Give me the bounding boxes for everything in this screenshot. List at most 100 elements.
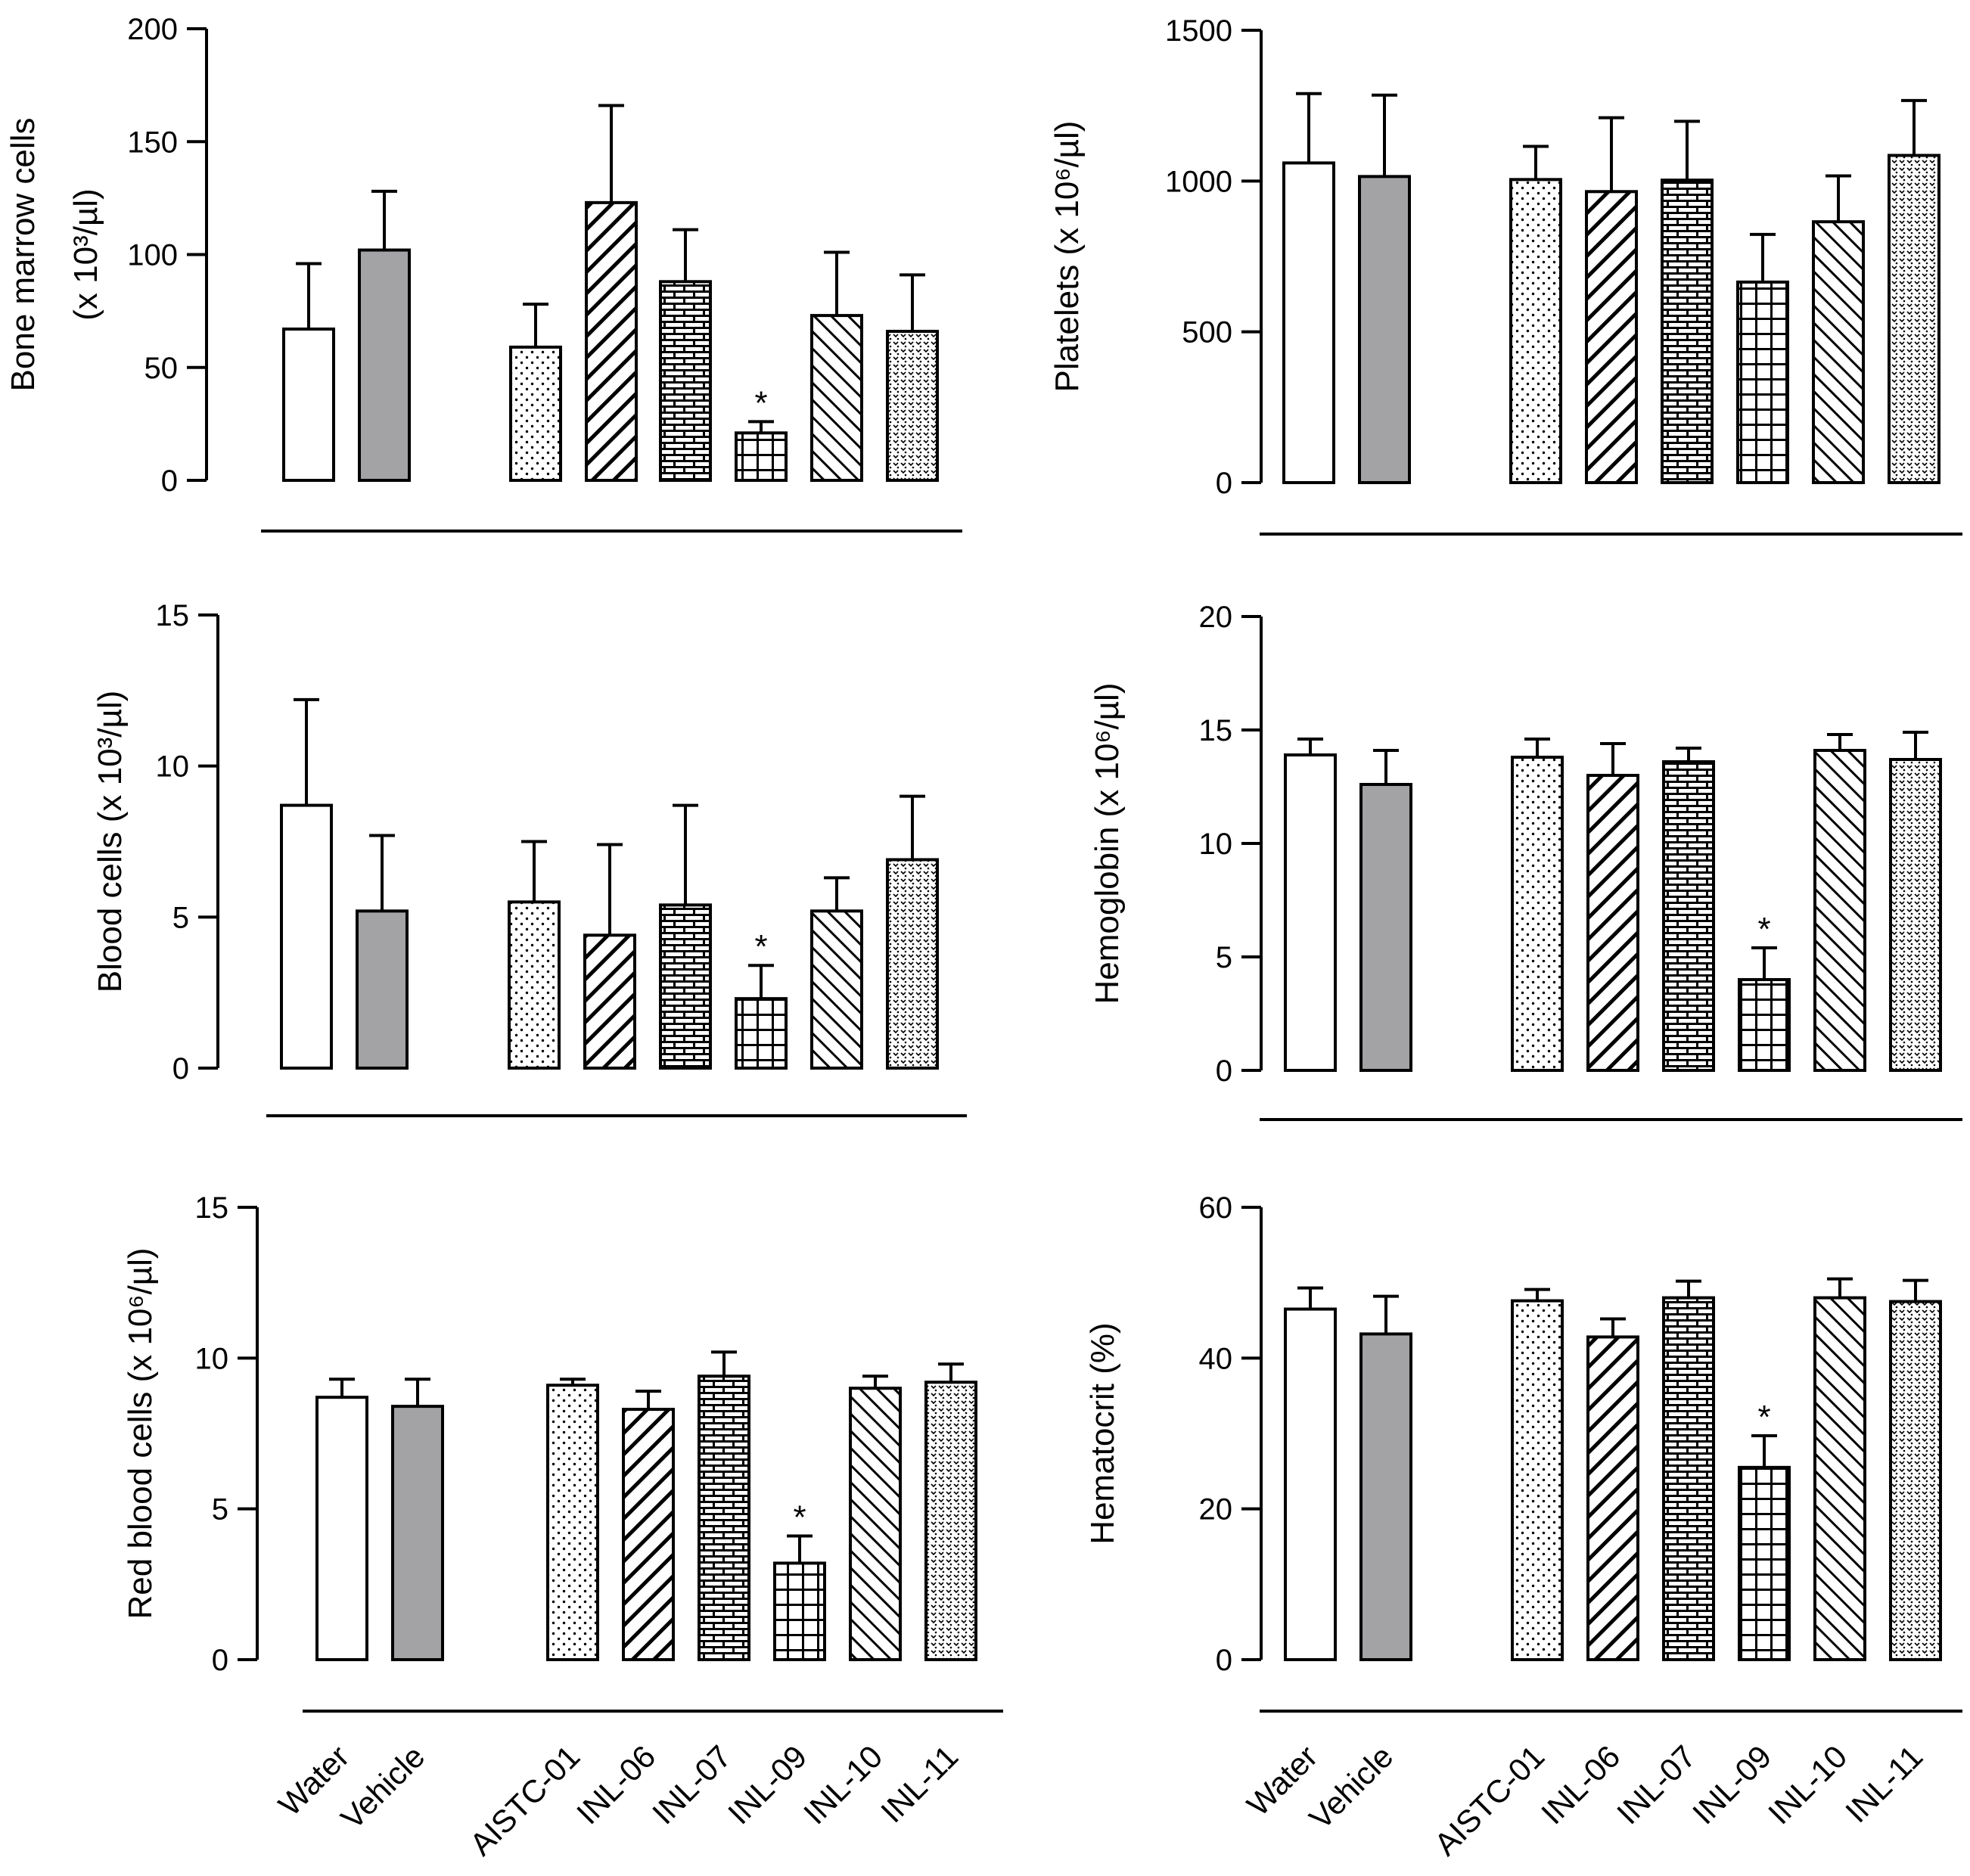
y-tick-label: 5 xyxy=(212,1493,228,1527)
x-category-label: INL-06 xyxy=(1534,1738,1627,1831)
y-axis-title: Hematocrit (%) xyxy=(1084,1322,1121,1544)
bar-inl-11 xyxy=(1889,758,1942,1072)
y-tick-label: 10 xyxy=(195,1342,229,1375)
bar-vehicle xyxy=(358,248,411,482)
bar-inl-09 xyxy=(1736,280,1789,484)
bar-water xyxy=(1284,753,1337,1072)
y-tick-label: 20 xyxy=(1199,601,1233,634)
y-tick-label: 0 xyxy=(1216,467,1232,500)
y-tick-label: 50 xyxy=(144,352,179,385)
bar-inl-06 xyxy=(583,933,636,1070)
chart-panel-1: 0 50 100 150 200 Bone marrow cells (x 10³/µl) * xyxy=(5,13,962,533)
x-category-label: INL-07 xyxy=(645,1738,738,1831)
y-tick-label: 1000 xyxy=(1165,165,1232,198)
bar-inl-09 xyxy=(735,431,788,483)
y-tick-label: 150 xyxy=(127,126,178,159)
bar-vehicle xyxy=(356,909,409,1070)
y-axis-title: Platelets (x 10⁶/µl) xyxy=(1049,121,1086,393)
y-axis-title: Bone marrow cells xyxy=(5,118,42,392)
y-tick-label: 10 xyxy=(1199,828,1233,861)
y-axis-title: Red blood cells (x 10⁶/µl) xyxy=(122,1247,159,1619)
significance-marker: * xyxy=(1757,1399,1770,1436)
bar-inl-10 xyxy=(810,909,863,1070)
x-category-label: INL-09 xyxy=(721,1738,813,1831)
bar-inl-10 xyxy=(810,314,863,482)
bar-inl-09 xyxy=(773,1561,826,1662)
bar-inl-09 xyxy=(1738,978,1791,1072)
bar-inl-07 xyxy=(659,280,712,482)
y-tick-label: 60 xyxy=(1199,1191,1233,1225)
y-tick-label: 0 xyxy=(1216,1054,1232,1088)
significance-marker: * xyxy=(754,928,767,965)
bar-inl-11 xyxy=(1889,1300,1942,1662)
bar-aistc-01 xyxy=(1509,178,1562,484)
y-tick-label: 500 xyxy=(1182,316,1232,349)
bar-inl-11 xyxy=(1888,154,1940,485)
y-tick-label: 0 xyxy=(1216,1644,1232,1677)
bar-inl-11 xyxy=(886,858,939,1070)
y-axis-title: Hemoglobin (x 10⁶/µl) xyxy=(1089,683,1126,1005)
x-category-label: Vehicle xyxy=(334,1738,431,1836)
x-category-label: Vehicle xyxy=(1302,1738,1400,1836)
x-category-label: INL-09 xyxy=(1686,1738,1778,1831)
y-axis-title: Blood cells (x 10³/µl) xyxy=(92,691,129,992)
bar-water xyxy=(282,328,335,482)
bar-inl-10 xyxy=(849,1387,902,1661)
y-tick-label: 40 xyxy=(1199,1342,1233,1375)
x-category-label: INL-07 xyxy=(1610,1738,1702,1831)
bar-aistc-01 xyxy=(508,900,561,1070)
bar-inl-07 xyxy=(698,1374,750,1661)
y-tick-label: 10 xyxy=(156,750,190,784)
bar-inl-06 xyxy=(585,200,638,482)
bar-inl-06 xyxy=(1586,1335,1639,1661)
bar-water xyxy=(1282,161,1335,484)
x-category-label: INL-10 xyxy=(797,1738,889,1831)
bar-inl-07 xyxy=(1661,179,1714,484)
bar-vehicle xyxy=(1359,783,1412,1072)
bar-inl-07 xyxy=(1662,760,1715,1072)
bar-inl-09 xyxy=(1738,1465,1791,1661)
y-tick-label: 15 xyxy=(1199,714,1233,747)
y-tick-label: 20 xyxy=(1199,1493,1233,1527)
bar-vehicle xyxy=(1359,1332,1412,1661)
significance-marker: * xyxy=(1757,911,1770,948)
y-axis-title: (x 10³/µl) xyxy=(67,188,104,320)
bar-water xyxy=(315,1396,368,1662)
y-tick-label: 5 xyxy=(172,901,189,934)
bar-inl-06 xyxy=(622,1408,675,1662)
x-category-label: INL-11 xyxy=(1838,1738,1929,1829)
x-category-label: INL-06 xyxy=(570,1738,662,1831)
bar-inl-10 xyxy=(1812,220,1865,484)
y-tick-label: 0 xyxy=(172,1052,189,1086)
bar-inl-11 xyxy=(886,329,939,482)
bar-aistc-01 xyxy=(1511,1299,1564,1661)
chart-panel-2: 0 500 1000 1500 Platelets (x 10⁶/µl) xyxy=(1049,14,1962,536)
bar-inl-07 xyxy=(659,903,712,1070)
x-category-label: INL-10 xyxy=(1761,1738,1853,1831)
bar-inl-11 xyxy=(924,1381,977,1662)
x-category-label: AISTC-01 xyxy=(463,1738,587,1862)
chart-panel-3: 0 5 10 15 Blood cells (x 10³/µl) * xyxy=(92,599,967,1117)
y-tick-label: 100 xyxy=(127,239,178,272)
y-tick-label: 15 xyxy=(195,1191,229,1225)
y-tick-label: 5 xyxy=(1216,941,1232,974)
bar-aistc-01 xyxy=(1511,756,1564,1072)
bar-inl-07 xyxy=(1662,1296,1715,1661)
y-tick-label: 15 xyxy=(156,599,190,632)
significance-marker: * xyxy=(754,384,767,421)
y-tick-label: 0 xyxy=(212,1644,228,1677)
bar-aistc-01 xyxy=(509,345,562,483)
bar-vehicle xyxy=(391,1405,444,1661)
y-tick-label: 0 xyxy=(161,464,178,498)
x-category-label: AISTC-01 xyxy=(1428,1738,1552,1862)
y-tick-label: 200 xyxy=(127,13,178,46)
bar-vehicle xyxy=(1358,175,1411,484)
bar-inl-06 xyxy=(1586,774,1639,1072)
bar-inl-06 xyxy=(1585,190,1638,485)
y-tick-label: 1500 xyxy=(1165,14,1232,48)
bar-inl-09 xyxy=(735,997,788,1070)
bar-inl-10 xyxy=(1813,1296,1866,1661)
